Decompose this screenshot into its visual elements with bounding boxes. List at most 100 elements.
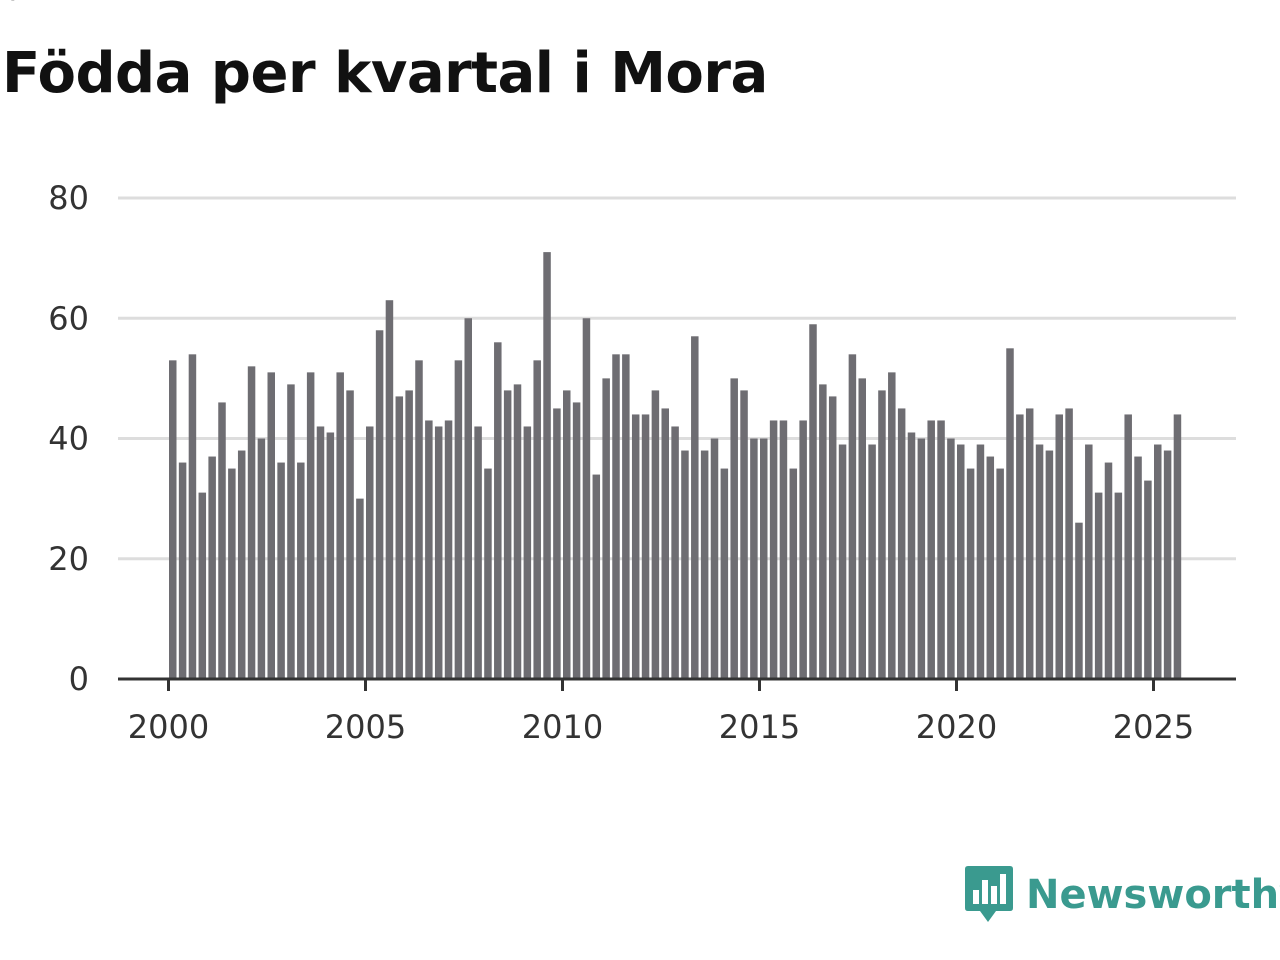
bar: [572, 402, 581, 679]
bar: [494, 342, 502, 679]
bar: [316, 426, 325, 679]
bar: [1124, 414, 1132, 679]
bar: [897, 408, 906, 679]
bar: [1045, 450, 1054, 679]
bar: [1134, 456, 1142, 679]
bar: [178, 462, 187, 679]
bar: [395, 396, 404, 679]
bar: [237, 450, 246, 679]
x-tick-label: 2005: [325, 708, 406, 746]
bar: [769, 420, 778, 679]
bar: [957, 444, 965, 679]
bar: [592, 474, 601, 679]
bar: [582, 318, 591, 679]
bar: [1173, 414, 1182, 679]
bar: [1016, 414, 1024, 679]
bar: [385, 300, 394, 679]
bar: [907, 432, 916, 679]
bar: [986, 456, 995, 679]
bar: [819, 384, 827, 679]
bar: [602, 378, 610, 679]
bar: [257, 438, 266, 679]
bar: [700, 450, 709, 679]
bar: [1104, 462, 1113, 679]
bar: [730, 378, 738, 679]
bar: [188, 354, 197, 679]
y-axis-ticks: 0 20 40 60 80: [48, 179, 89, 698]
bar: [169, 360, 177, 679]
bar: [917, 438, 926, 679]
bar: [661, 408, 669, 679]
bar: [671, 426, 679, 679]
bar: [513, 384, 522, 679]
bar: [208, 456, 216, 679]
bar: [838, 444, 847, 679]
bar: [523, 426, 532, 679]
bar: [976, 444, 985, 679]
bar: [760, 438, 768, 679]
bar: [366, 426, 374, 679]
bar: [375, 330, 384, 679]
bar: [750, 438, 758, 679]
bar: [326, 432, 335, 679]
bar: [415, 360, 423, 679]
bar: [1085, 444, 1093, 679]
bar: [484, 468, 492, 679]
bar: [503, 390, 512, 679]
bar: [306, 372, 315, 679]
bar: [336, 372, 344, 679]
x-tick-label: 2015: [719, 708, 800, 746]
bar: [464, 318, 472, 679]
bar: [228, 468, 236, 679]
bar: [868, 444, 876, 679]
bar: [779, 420, 788, 679]
y-tick-label: 20: [48, 540, 89, 578]
bar: [681, 450, 689, 679]
bar: [474, 426, 482, 679]
bar: [1094, 492, 1103, 679]
bar: [612, 354, 620, 679]
bar: [1144, 480, 1152, 679]
bar: [710, 438, 719, 679]
bar: [247, 366, 256, 679]
bar: [966, 468, 975, 679]
bar: [346, 390, 354, 679]
bar: [1163, 450, 1172, 679]
bar: [1025, 408, 1034, 679]
y-tick-label: 60: [48, 299, 89, 337]
bar: [218, 402, 226, 679]
newsworthy-logo[interactable]: Newsworthy: [964, 864, 1280, 926]
bar: [1035, 444, 1044, 679]
bar: [444, 420, 453, 679]
bar: [828, 396, 837, 679]
y-tick-label: 0: [69, 660, 89, 698]
bar: [297, 462, 305, 679]
newsworthy-logo-icon: [965, 866, 1013, 922]
y-tick-label: 40: [48, 420, 89, 458]
bar: [563, 390, 571, 679]
bar: [553, 408, 561, 679]
bar: [937, 420, 945, 679]
bar: [858, 378, 866, 679]
bar: [888, 372, 896, 679]
bar: [927, 420, 935, 679]
x-tick-label: 2000: [128, 708, 209, 746]
x-tick-label: 2025: [1113, 708, 1194, 746]
bar: [1075, 522, 1083, 679]
bar: [434, 426, 443, 679]
bar: [198, 492, 207, 679]
bar: [622, 354, 630, 679]
bar: [454, 360, 463, 679]
bar: [405, 390, 413, 679]
bar: [720, 468, 729, 679]
x-tick-label: 2020: [916, 708, 997, 746]
bar: [1114, 492, 1123, 679]
x-axis-ticks: 2000 2005 2010 2015 2020 2025: [128, 679, 1194, 746]
bar: [996, 468, 1004, 679]
bars: [169, 252, 1182, 680]
bar: [267, 372, 275, 679]
bar: [651, 390, 660, 679]
bar: [691, 336, 699, 679]
bar: [1065, 408, 1073, 679]
